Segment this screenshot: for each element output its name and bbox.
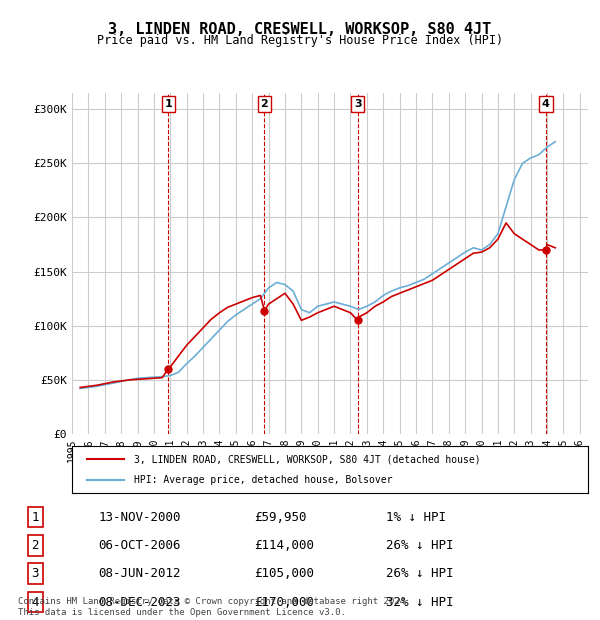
Text: 13-NOV-2000: 13-NOV-2000 xyxy=(98,511,181,524)
Text: 32% ↓ HPI: 32% ↓ HPI xyxy=(386,596,454,608)
Text: 1: 1 xyxy=(31,511,39,524)
Text: Contains HM Land Registry data © Crown copyright and database right 2024.
This d: Contains HM Land Registry data © Crown c… xyxy=(18,598,410,617)
Text: £59,950: £59,950 xyxy=(254,511,307,524)
Text: 3: 3 xyxy=(354,99,361,109)
Text: 1: 1 xyxy=(164,99,172,109)
Text: 2: 2 xyxy=(31,539,39,552)
Text: 08-DEC-2023: 08-DEC-2023 xyxy=(98,596,181,608)
Text: 06-OCT-2006: 06-OCT-2006 xyxy=(98,539,181,552)
Text: 08-JUN-2012: 08-JUN-2012 xyxy=(98,567,181,580)
Text: Price paid vs. HM Land Registry's House Price Index (HPI): Price paid vs. HM Land Registry's House … xyxy=(97,34,503,47)
Text: £170,000: £170,000 xyxy=(254,596,314,608)
Text: 1% ↓ HPI: 1% ↓ HPI xyxy=(386,511,446,524)
Text: 4: 4 xyxy=(542,99,550,109)
Text: £114,000: £114,000 xyxy=(254,539,314,552)
Text: £105,000: £105,000 xyxy=(254,567,314,580)
Text: 3, LINDEN ROAD, CRESWELL, WORKSOP, S80 4JT: 3, LINDEN ROAD, CRESWELL, WORKSOP, S80 4… xyxy=(109,22,491,37)
Text: 3: 3 xyxy=(31,567,39,580)
Text: 2: 2 xyxy=(260,99,268,109)
Text: HPI: Average price, detached house, Bolsover: HPI: Average price, detached house, Bols… xyxy=(134,475,392,485)
Text: 26% ↓ HPI: 26% ↓ HPI xyxy=(386,567,454,580)
Text: 3, LINDEN ROAD, CRESWELL, WORKSOP, S80 4JT (detached house): 3, LINDEN ROAD, CRESWELL, WORKSOP, S80 4… xyxy=(134,454,481,464)
Text: 4: 4 xyxy=(31,596,39,608)
Text: 26% ↓ HPI: 26% ↓ HPI xyxy=(386,539,454,552)
